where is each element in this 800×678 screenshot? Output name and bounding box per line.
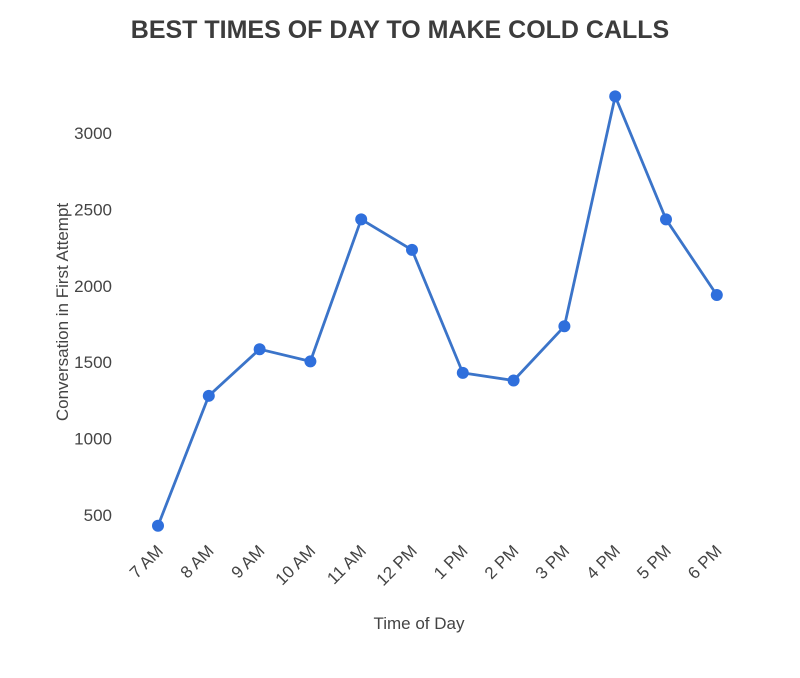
data-point-6-pm [710, 288, 723, 301]
x-tick-label: 10 AM [272, 541, 320, 589]
x-tick-label: 12 PM [373, 541, 421, 589]
x-tick-label: 8 AM [177, 541, 218, 582]
y-tick-label: 1000 [74, 430, 112, 449]
y-tick-label: 2500 [74, 200, 112, 219]
data-point-9-am [253, 343, 266, 356]
x-axis-label: Time of Day [373, 614, 465, 633]
x-tick-label: 9 AM [228, 541, 269, 582]
x-tick-label: 2 PM [481, 541, 522, 582]
x-tick-label: 1 PM [430, 541, 471, 582]
data-point-1-pm [456, 366, 469, 379]
x-tick-label: 4 PM [583, 541, 624, 582]
x-tick-label: 5 PM [633, 541, 674, 582]
data-point-5-pm [660, 213, 672, 226]
x-tick-label: 11 AM [323, 541, 370, 588]
y-tick-label: 500 [84, 506, 112, 525]
x-tick-label: 3 PM [532, 541, 573, 582]
data-point-4-pm [609, 90, 622, 103]
y-tick-label: 2000 [74, 277, 112, 296]
x-tick-label: 6 PM [684, 541, 725, 582]
chart-title: BEST TIMES OF DAY TO MAKE COLD CALLS [131, 16, 669, 44]
data-point-7-am [152, 519, 164, 532]
data-point-10-am [304, 355, 317, 368]
x-tick-label: 7 AM [126, 541, 167, 582]
data-point-3-pm [558, 320, 571, 333]
y-tick-label: 1500 [74, 353, 112, 372]
series-line [156, 94, 718, 527]
data-point-11-am [355, 213, 368, 226]
y-axis-label: Conversation in First Attempt [53, 203, 72, 422]
data-point-2-pm [507, 374, 520, 387]
data-point-8-am [202, 389, 215, 402]
data-point-12-pm [406, 243, 418, 256]
y-tick-label: 3000 [74, 124, 112, 143]
